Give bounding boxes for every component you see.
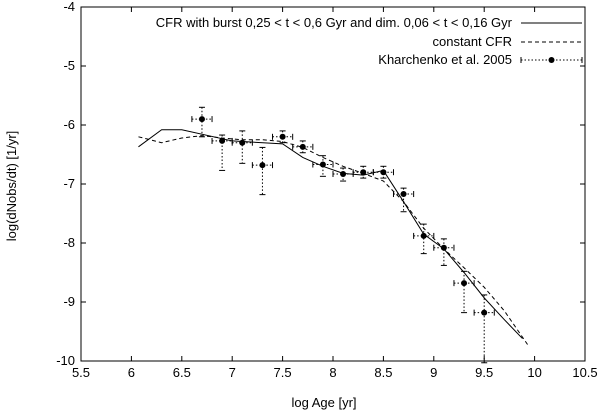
legend: CFR with burst 0,25 < t < 0,6 Gyr and di… — [156, 15, 583, 67]
x-tick-label: 10 — [527, 365, 541, 380]
legend-swatch-marker — [548, 57, 555, 63]
x-tick-label: 9 — [430, 365, 437, 380]
x-tick-label: 6.5 — [173, 365, 191, 380]
data-point — [239, 139, 246, 146]
data-point — [481, 309, 488, 316]
legend-label: constant CFR — [433, 34, 512, 49]
data-point — [279, 133, 286, 140]
x-tick-label: 9.5 — [475, 365, 493, 380]
data-point — [420, 232, 427, 239]
y-tick-label: -7 — [63, 176, 75, 191]
y-tick-label: -6 — [63, 117, 75, 132]
data-point — [259, 162, 266, 169]
ticks-layer: 5.5 6 6.5 7 7.5 8 8.5 9 9.5 10 10.5 -10 -9 -8 -7 -6 -5 -4 — [56, 0, 597, 380]
legend-label: Kharchenko et al. 2005 — [378, 52, 512, 67]
y-tick-label: -8 — [63, 235, 75, 250]
y-tick-label: -5 — [63, 58, 75, 73]
data-point — [219, 137, 226, 144]
x-tick-label: 6 — [128, 365, 135, 380]
data-point — [198, 116, 205, 123]
y-tick-label: -4 — [63, 0, 75, 14]
x-tick-label: 7.5 — [274, 365, 292, 380]
data-point — [400, 191, 407, 198]
y-tick-label: -9 — [63, 294, 75, 309]
data-point — [340, 170, 347, 177]
data-point — [299, 143, 306, 150]
data-point — [319, 161, 326, 168]
series-layer — [138, 106, 528, 364]
data-point — [360, 169, 367, 176]
data-point — [461, 280, 468, 287]
data-point — [440, 244, 447, 251]
series-kharchenko-points — [191, 106, 495, 364]
x-tick-label: 5.5 — [72, 365, 90, 380]
y-axis-title: log(dNobs/dt) [1/yr] — [4, 131, 19, 242]
x-axis-title: log Age [yr] — [291, 395, 356, 410]
x-tick-label: 10.5 — [572, 365, 597, 380]
data-point — [380, 169, 387, 176]
x-tick-label: 7 — [229, 365, 236, 380]
x-tick-label: 8 — [329, 365, 336, 380]
legend-label: CFR with burst 0,25 < t < 0,6 Gyr and di… — [156, 15, 513, 30]
y-tick-label: -10 — [56, 353, 75, 368]
x-tick-label: 8.5 — [374, 365, 392, 380]
